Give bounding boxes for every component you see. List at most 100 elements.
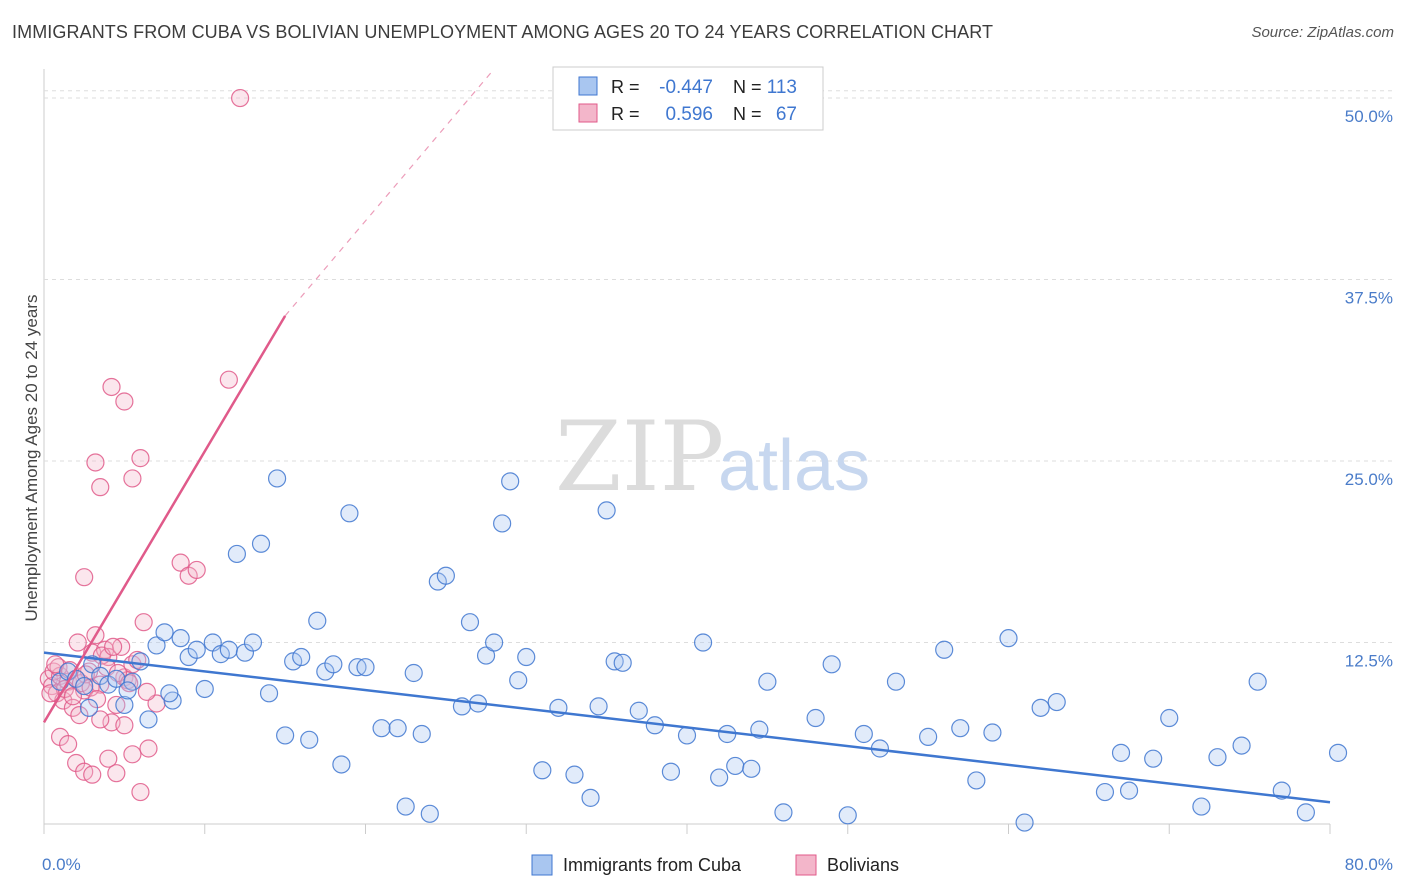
- cuba-point-51: [460, 613, 480, 632]
- series-legend-swatch-cuba: [531, 854, 553, 876]
- cuba-point-41: [356, 658, 375, 677]
- cuba-point-54: [485, 633, 504, 652]
- cuba-point-14: [147, 636, 166, 655]
- legend-swatch-blue: [578, 76, 598, 96]
- trend-lines: [42, 68, 1331, 804]
- series-legend-swatch-bolivians: [795, 854, 817, 876]
- cuba-point-88: [967, 771, 986, 790]
- cuba-point-80: [822, 655, 841, 674]
- bolivians-point-39: [102, 377, 121, 397]
- cuba-point-39: [340, 504, 359, 523]
- y-tick-label-3: 50.0%: [1345, 107, 1393, 126]
- cuba-point-49: [436, 566, 455, 585]
- cuba-point-38: [332, 755, 351, 774]
- cuba-point-9: [115, 695, 134, 715]
- legend-n-value-blue: 113: [767, 77, 797, 98]
- bolivians-point-33: [131, 782, 150, 802]
- cuba-point-11: [131, 652, 150, 671]
- bolivians-point-24: [59, 735, 78, 754]
- cuba-point-21: [195, 679, 214, 699]
- cuba-point-56: [501, 472, 520, 491]
- cuba-point-46: [412, 724, 431, 744]
- series-bolivians-points: [39, 88, 250, 802]
- legend-r-label-blue: R =: [611, 77, 640, 97]
- legend-n-label-blue: N =: [733, 77, 762, 97]
- legend-r-label-pink: R =: [611, 104, 640, 124]
- bolivians-point-41: [123, 469, 142, 488]
- cuba-point-92: [1031, 698, 1050, 717]
- cuba-point-57: [509, 671, 528, 690]
- cuba-point-91: [1015, 813, 1034, 832]
- cuba-point-44: [396, 797, 415, 816]
- bolivians-point-40: [115, 392, 134, 411]
- source-credit: Source: ZipAtlas.com: [1251, 24, 1394, 41]
- cuba-point-105: [1328, 743, 1348, 762]
- bolivians-point-54: [104, 637, 123, 656]
- bolivians-point-45: [187, 560, 206, 580]
- bolivians-point-43: [171, 553, 190, 572]
- y-tick-label-2: 37.5%: [1345, 289, 1393, 308]
- x-tick-marks: [43, 824, 1331, 834]
- trend-line-bolivians-extension: [284, 68, 495, 317]
- cuba-point-59: [533, 761, 552, 780]
- bolivians-point-46: [219, 370, 238, 389]
- bolivians-point-42: [131, 449, 150, 468]
- watermark-zip: ZIP: [555, 401, 724, 513]
- cuba-point-28: [251, 534, 271, 553]
- cuba-point-99: [1192, 797, 1211, 816]
- cuba-point-55: [493, 514, 512, 533]
- cuba-point-69: [661, 762, 681, 781]
- cuba-point-45: [404, 663, 423, 683]
- cuba-point-98: [1160, 708, 1179, 728]
- watermark-atlas: atlas: [718, 426, 870, 506]
- y-tick-label-0: 12.5%: [1345, 652, 1393, 671]
- cuba-point-97: [1144, 749, 1163, 768]
- cuba-point-33: [292, 647, 311, 667]
- bolivians-point-32: [123, 745, 142, 764]
- legend-r-value-blue: -0.447: [659, 77, 713, 98]
- cuba-point-96: [1119, 781, 1139, 800]
- bolivians-point-47: [231, 88, 250, 108]
- bolivians-point-38: [91, 478, 110, 497]
- legend-n-label-pink: N =: [733, 104, 762, 124]
- bolivians-point-34: [139, 739, 158, 758]
- series-legend-label-bolivians: Bolivians: [827, 855, 899, 875]
- cuba-point-104: [1296, 803, 1315, 822]
- cuba-point-25: [227, 544, 246, 564]
- y-tick-label-1: 25.0%: [1345, 470, 1393, 489]
- cuba-point-31: [276, 726, 295, 745]
- cuba-point-64: [597, 501, 616, 520]
- cuba-point-20: [187, 640, 206, 659]
- cuba-point-101: [1232, 736, 1251, 755]
- cuba-point-75: [742, 759, 761, 778]
- cuba-point-85: [919, 727, 938, 746]
- cuba-point-24: [219, 640, 238, 659]
- series-cuba-points: [50, 469, 1348, 832]
- bolivians-point-9: [70, 706, 89, 725]
- cuba-point-89: [983, 723, 1002, 742]
- x-tick-label-max: 80.0%: [1345, 855, 1393, 874]
- bolivians-point-55: [68, 633, 87, 652]
- legend-r-value-pink: 0.596: [665, 104, 713, 125]
- bolivians-point-58: [41, 684, 60, 703]
- cuba-point-84: [886, 672, 906, 691]
- cuba-point-58: [517, 647, 536, 667]
- cuba-point-90: [999, 629, 1018, 648]
- cuba-point-70: [677, 726, 697, 745]
- bolivians-point-57: [137, 682, 156, 701]
- cuba-point-86: [935, 640, 954, 659]
- series-legend: Immigrants from Cuba Bolivians: [531, 854, 899, 876]
- legend-swatch-pink: [578, 103, 598, 123]
- y-axis-label: Unemployment Among Ages 20 to 24 years: [22, 295, 41, 622]
- cuba-point-100: [1208, 748, 1227, 767]
- cuba-point-6: [79, 698, 99, 717]
- correlation-legend: R = -0.447 N = 113 R = 0.596 N = 67: [552, 66, 824, 131]
- y-tick-labels: 12.5% 25.0% 37.5% 50.0%: [1345, 107, 1393, 670]
- legend-n-value-pink: 67: [776, 104, 797, 125]
- cuba-point-47: [420, 804, 439, 823]
- cuba-point-71: [693, 633, 713, 652]
- bolivians-point-27: [83, 765, 102, 784]
- gridlines: [44, 90, 1392, 644]
- cuba-point-81: [838, 806, 857, 825]
- cuba-point-67: [629, 701, 648, 720]
